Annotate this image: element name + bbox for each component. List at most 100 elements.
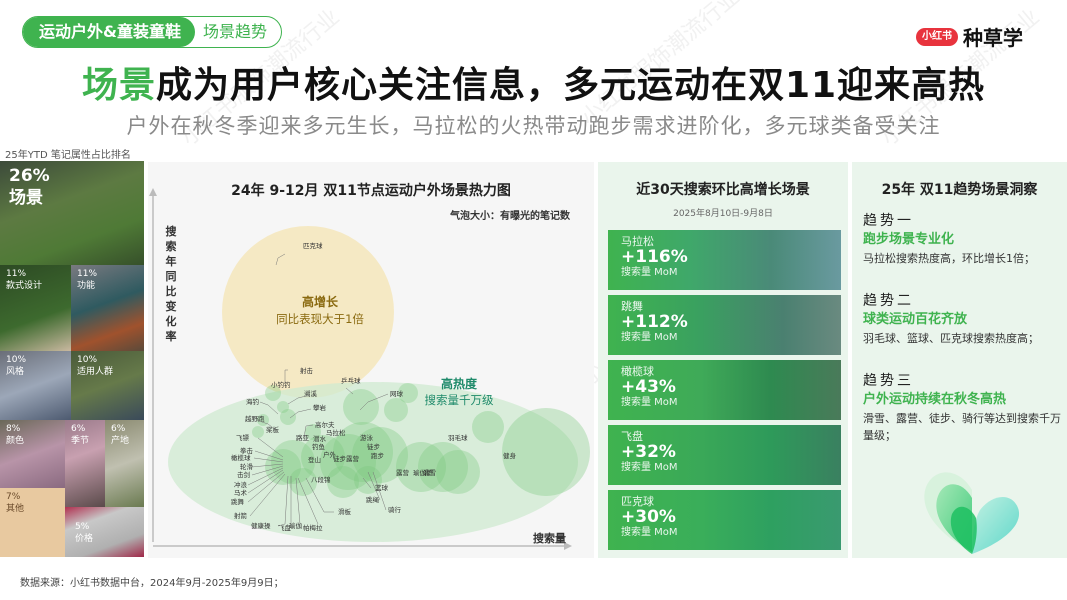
svg-text:登山: 登山: [308, 455, 321, 464]
trend-name: 球类运动百花齐放: [863, 312, 968, 327]
mom-card-unit: 搜索量 MoM: [621, 332, 678, 343]
tile-pct: 11%: [77, 269, 98, 279]
mosaic-caption: 25年YTD 笔记属性占比排名: [5, 150, 131, 161]
svg-text:羽毛球: 羽毛球: [448, 433, 468, 442]
mom-card-name: 橄榄球: [621, 365, 654, 378]
attribute-mosaic: 26% 场景 11% 款式设计 11% 功能 10% 风格 10% 适用人群 8…: [0, 161, 144, 557]
tile-label: 其他: [6, 504, 25, 514]
trend-item-2: 趋势二 球类运动百花齐放 羽毛球、篮球、匹克球搜索热度高；: [863, 292, 1063, 347]
chart-note: 气泡大小：有曝光的笔记数: [450, 211, 570, 222]
svg-text:路亚: 路亚: [296, 433, 310, 442]
svg-text:海钓: 海钓: [246, 397, 260, 406]
heart-logo-icon: [924, 472, 1020, 554]
tile-season: 6% 季节: [65, 420, 105, 507]
svg-text:攀岩: 攀岩: [313, 403, 327, 412]
tile-label: 适用人群: [77, 367, 114, 377]
tile-label: 季节: [71, 436, 90, 446]
x-axis-label: 搜索量: [533, 532, 566, 545]
data-source-footer: 数据来源：小红书数据中台，2024年9月-2025年9月9日；: [20, 578, 284, 589]
svg-text:马术: 马术: [234, 488, 248, 497]
svg-text:溯溪: 溯溪: [304, 389, 318, 398]
svg-text:击剑: 击剑: [237, 470, 250, 479]
tile-pct: 7%: [6, 492, 21, 502]
tile-style-design: 11% 款式设计: [0, 265, 71, 351]
mom-card-unit: 搜索量 MoM: [621, 462, 678, 473]
mom-card-rugby: 橄榄球 +43% 搜索量 MoM: [608, 360, 841, 420]
trend-item-1: 趋势一 跑步场景专业化 马拉松搜索热度高，环比增长1倍；: [863, 212, 1063, 267]
mom-card-name: 匹克球: [621, 495, 654, 508]
tile-origin: 6% 产地: [105, 420, 144, 507]
category-tag-pill: 运动户外&童装童鞋 场景趋势: [22, 16, 282, 48]
svg-text:瑜伽垫: 瑜伽垫: [413, 468, 433, 477]
tile-pct: 26%: [9, 166, 50, 186]
trend-head: 趋势二: [863, 293, 914, 309]
svg-text:跳绳: 跳绳: [366, 495, 380, 504]
mom-card-value: +43%: [621, 377, 676, 397]
mom-growth-panel: 近30天搜索环比高增长场景 2025年8月10日-9月8日 马拉松 +116% …: [598, 162, 848, 558]
tile-label: 风格: [6, 367, 25, 377]
category-tag: 运动户外&童装童鞋: [23, 17, 195, 47]
trend-head: 趋势三: [863, 373, 914, 389]
mom-card-unit: 搜索量 MoM: [621, 397, 678, 408]
svg-text:飞镖: 飞镖: [236, 433, 250, 442]
svg-text:健康操: 健康操: [251, 521, 271, 530]
tile-style: 10% 风格: [0, 351, 71, 420]
title-rest: 成为用户核心关注信息，多元运动在双11迎来高热: [155, 65, 986, 106]
tile-price: 5% 价格: [65, 507, 144, 557]
brand-name: 种草学: [963, 26, 1023, 50]
svg-text:小钓钓: 小钓钓: [271, 380, 291, 389]
svg-text:网球: 网球: [390, 389, 404, 398]
svg-text:射击: 射击: [300, 366, 314, 375]
tile-pct: 5%: [75, 522, 90, 532]
trend-insight-panel: 25年 双11趋势场景洞察 趋势一 跑步场景专业化 马拉松搜索热度高，环比增长1…: [852, 162, 1067, 558]
svg-text:徒步: 徒步: [367, 442, 381, 451]
mom-card-marathon: 马拉松 +116% 搜索量 MoM: [608, 230, 841, 290]
tile-pct: 8%: [6, 424, 21, 434]
region-heat-desc: 搜索量千万级: [425, 393, 494, 407]
mom-card-frisbee: 飞盘 +32% 搜索量 MoM: [608, 425, 841, 485]
mom-card-value: +32%: [621, 442, 676, 462]
trend-title: 25年 双11趋势场景洞察: [881, 182, 1038, 198]
bubble-chart-panel: 匹克球 射击 小钓钓 溯溪 乒乓球 网球 海钓 攀岩 越野跑 桨板 高尔夫 马拉…: [148, 162, 594, 558]
trend-desc: 羽毛球、篮球、匹克球搜索热度高；: [863, 332, 1039, 345]
tile-color: 8% 颜色: [0, 420, 65, 488]
svg-text:拳击: 拳击: [240, 446, 254, 455]
section-tag: 场景趋势: [202, 22, 267, 41]
tile-pct: 6%: [111, 424, 126, 434]
svg-text:钓鱼: 钓鱼: [312, 442, 326, 451]
tile-label: 价格: [75, 534, 94, 544]
tile-pct: 10%: [6, 355, 27, 365]
tile-audience: 10% 适用人群: [71, 351, 144, 420]
svg-text:帕梅拉: 帕梅拉: [303, 523, 323, 532]
tile-label: 功能: [77, 281, 96, 291]
trend-desc: 马拉松搜索热度高，环比增长1倍；: [863, 252, 1035, 265]
tile-other: 7% 其他: [0, 488, 65, 557]
mom-card-unit: 搜索量 MoM: [621, 267, 678, 278]
mom-card-value: +116%: [621, 247, 688, 267]
mom-card-pickleball: 匹克球 +30% 搜索量 MoM: [608, 490, 841, 550]
svg-text:匹克球: 匹克球: [303, 241, 323, 250]
mom-card-unit: 搜索量 MoM: [621, 527, 678, 538]
chart-title: 24年 9-12月 双11节点运动户外场景热力图: [231, 183, 511, 199]
svg-text:潜水: 潜水: [313, 434, 327, 443]
tile-pct: 10%: [77, 355, 98, 365]
svg-text:橄榄球: 橄榄球: [231, 453, 251, 462]
svg-text:冲浪: 冲浪: [234, 480, 248, 489]
svg-text:高尔夫: 高尔夫: [315, 420, 335, 429]
svg-text:篮球: 篮球: [375, 483, 389, 492]
xiaohongshu-logo-icon: 小红书: [916, 27, 958, 46]
svg-text:桨板: 桨板: [266, 425, 280, 434]
mom-card-name: 飞盘: [621, 430, 643, 443]
svg-text:乒乓球: 乒乓球: [341, 376, 361, 385]
y-axis-label: 搜索年同比变化率: [165, 225, 177, 343]
svg-text:瑜伽: 瑜伽: [289, 521, 302, 530]
svg-text:越野跑: 越野跑: [245, 414, 265, 423]
trend-item-3: 趋势三 户外运动持续在秋冬高热 滑雪、露营、徒步、骑行等达到搜索千万量级；: [863, 372, 1063, 444]
svg-text:飞盘: 飞盘: [278, 523, 292, 532]
mom-card-name: 跳舞: [621, 300, 643, 313]
tile-label: 场景: [9, 188, 43, 208]
svg-text:轮滑: 轮滑: [240, 462, 254, 471]
svg-text:户外: 户外: [323, 450, 337, 459]
svg-text:八段锦: 八段锦: [311, 475, 331, 484]
mom-card-value: +112%: [621, 312, 688, 332]
